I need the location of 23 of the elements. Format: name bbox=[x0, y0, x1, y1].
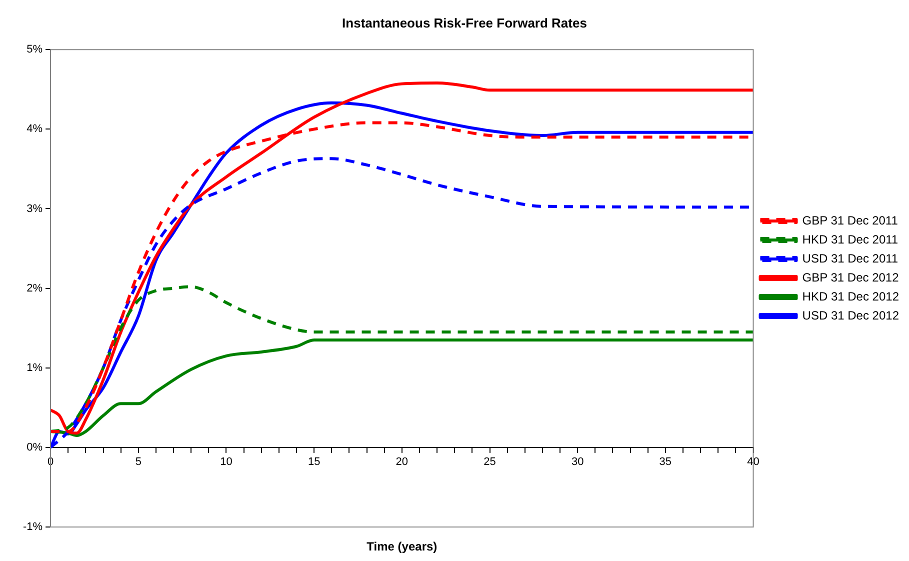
chart-title: Instantaneous Risk-Free Forward Rates bbox=[342, 15, 587, 30]
y-tick-label: 0% bbox=[26, 441, 43, 454]
y-tick-label: 1% bbox=[26, 362, 43, 374]
x-axis-title: Time (years) bbox=[366, 539, 438, 554]
x-tick-label: 5 bbox=[135, 456, 142, 468]
x-tick-label: 40 bbox=[747, 456, 760, 468]
y-tick-label: 2% bbox=[26, 282, 43, 294]
x-tick-label: 15 bbox=[308, 456, 320, 468]
x-tick-label: 20 bbox=[396, 456, 408, 468]
legend-label: USD 31 Dec 2012 bbox=[802, 308, 900, 322]
legend-label: HKD 31 Dec 2011 bbox=[802, 232, 898, 246]
x-tick-label: 30 bbox=[571, 456, 584, 468]
legend-label: GBP 31 Dec 2012 bbox=[802, 270, 900, 284]
legend-label: HKD 31 Dec 2012 bbox=[802, 289, 900, 304]
legend-label: GBP 31 Dec 2011 bbox=[802, 213, 898, 228]
y-tick-label: 4% bbox=[26, 123, 43, 136]
y-tick-label: -1% bbox=[23, 521, 43, 534]
legend-label: USD 31 Dec 2011 bbox=[802, 251, 898, 266]
x-tick-label: 10 bbox=[220, 456, 232, 468]
x-tick-label: 35 bbox=[659, 456, 672, 468]
x-tick-label: 25 bbox=[484, 456, 496, 468]
y-tick-label: 5% bbox=[26, 44, 43, 56]
y-tick-label: 3% bbox=[26, 202, 43, 215]
